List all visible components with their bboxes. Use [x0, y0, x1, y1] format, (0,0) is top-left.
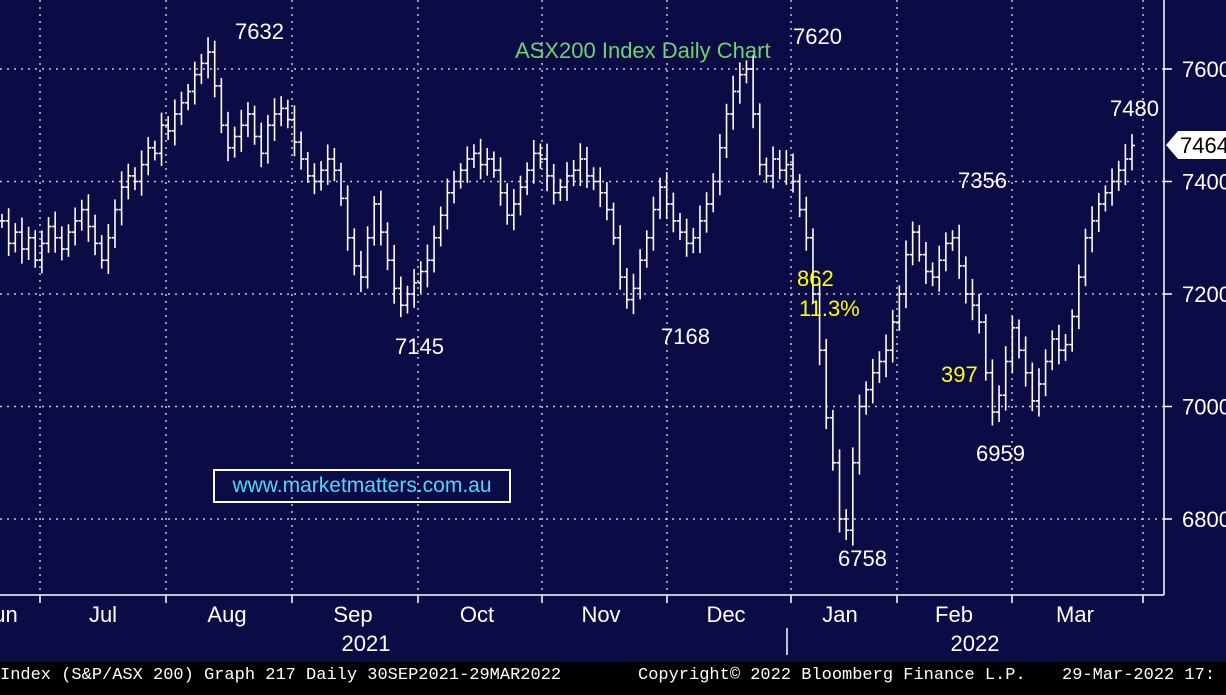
y-tick-label: 7200 [1182, 282, 1226, 307]
x-year-label: 2021 [342, 631, 391, 656]
annotation-label: 7632 [235, 19, 284, 44]
x-month-label: Nov [581, 602, 620, 627]
x-month-label: Jan [822, 602, 857, 627]
annotation-label: 7480 [1110, 96, 1159, 121]
annotation-label: 397 [941, 362, 978, 387]
x-month-label: Feb [935, 602, 973, 627]
annotation-label: 7620 [793, 24, 842, 49]
x-month-label: Aug [207, 602, 246, 627]
annotation-label: 6959 [976, 441, 1025, 466]
annotation-label: 862 [797, 266, 834, 291]
footer-bar: Index (S&P/ASX 200) Graph 217 Daily 30SE… [0, 662, 1226, 690]
annotation-label: 6758 [838, 546, 887, 571]
x-year-label: 2022 [951, 631, 1000, 656]
x-month-label: Sep [333, 602, 372, 627]
x-month-label: Mar [1056, 602, 1094, 627]
last-price-tag-shape [1166, 131, 1226, 159]
last-price-tag-label: 7464 [1180, 133, 1226, 158]
x-month-label: Oct [460, 602, 494, 627]
footer-date: 29-Mar-2022 17: [1062, 666, 1216, 685]
footer-series-info: Index (S&P/ASX 200) Graph 217 Daily 30SE… [0, 666, 562, 685]
annotation-label: 7145 [395, 334, 444, 359]
y-tick-label: 7400 [1182, 170, 1226, 195]
x-month-label: Dec [706, 602, 745, 627]
footer-copyright: Copyright© 2022 Bloomberg Finance L.P. [638, 666, 1026, 685]
y-tick-label: 6800 [1182, 507, 1226, 532]
y-tick-label: 7600 [1182, 57, 1226, 82]
x-month-label: Jul [89, 602, 117, 627]
watermark-link[interactable]: www.marketmatters.com.au [213, 469, 511, 503]
x-month-label: Jun [0, 602, 18, 627]
chart-title: ASX200 Index Daily Chart [515, 38, 771, 63]
annotation-label: 11.3% [799, 296, 860, 321]
annotation-label: 7168 [661, 324, 710, 349]
plot-area [0, 0, 1164, 595]
y-tick-label: 7000 [1182, 395, 1226, 420]
annotation-label: 7356 [958, 168, 1007, 193]
